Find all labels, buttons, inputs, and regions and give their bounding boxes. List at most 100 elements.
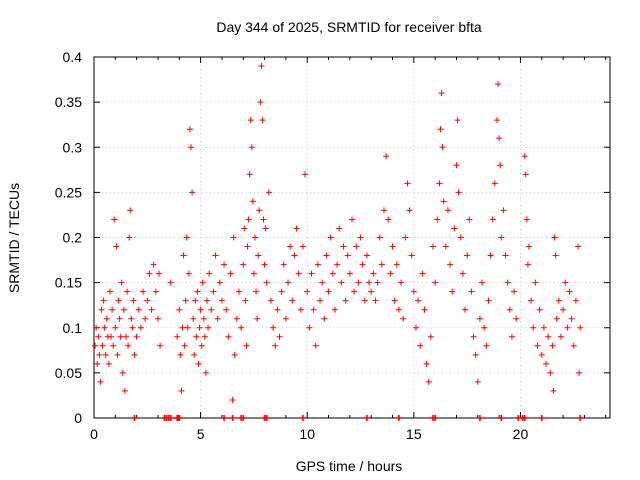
data-point [359,261,366,268]
data-point [317,297,324,304]
data-point [115,297,122,304]
data-point [357,234,364,241]
data-point [130,297,137,304]
data-point [197,306,204,313]
data-point [321,315,328,322]
data-point [272,342,279,349]
data-point [214,315,221,322]
data-point [474,378,481,385]
data-point [241,225,248,232]
data-point [566,288,573,295]
data-point [308,270,315,277]
data-point [129,324,136,331]
data-point [95,333,102,340]
data-point [528,297,535,304]
data-point [398,279,405,286]
data-point [202,369,209,376]
data-points [92,63,584,403]
data-point [323,252,330,259]
data-point [121,387,128,394]
data-point [530,324,537,331]
data-point [425,378,432,385]
y-tick-label: 0.1 [63,320,83,336]
data-point [174,333,181,340]
data-point [148,306,155,313]
data-point [142,315,149,322]
data-point [555,297,562,304]
data-point [319,279,326,286]
data-point [137,324,144,331]
data-point [167,279,174,286]
data-point [193,333,200,340]
data-point [189,189,196,196]
data-point [304,288,311,295]
data-point [502,252,509,259]
data-point [549,342,556,349]
data-point [498,234,505,241]
data-point [196,324,203,331]
data-point [487,252,494,259]
data-point [545,333,552,340]
data-point [447,261,454,268]
data-point [102,351,109,358]
data-point [368,288,375,295]
data-point [182,297,189,304]
data-point [485,297,492,304]
data-point [493,117,500,124]
data-point [133,333,140,340]
data-point [470,333,477,340]
data-point [476,315,483,322]
data-point [125,342,132,349]
data-point [246,171,253,178]
x-axis-label: GPS time / hours [296,458,403,474]
data-point [120,306,127,313]
data-point [415,297,422,304]
data-point [260,216,267,223]
data-point [472,351,479,358]
baseline-markers [131,415,584,421]
grid-lines [94,57,610,418]
data-point [511,288,518,295]
plot-frame [93,56,611,419]
data-point [251,234,258,241]
data-point [491,180,498,187]
data-point [383,153,390,160]
data-point [245,216,252,223]
data-point [466,216,473,223]
data-point [540,324,547,331]
data-point [299,243,306,250]
x-tick-label: 5 [197,426,205,442]
data-point [481,324,488,331]
data-point [522,171,529,178]
baseline-marker [131,415,138,421]
baseline-marker [263,415,270,421]
data-point [205,324,212,331]
data-point [287,243,294,250]
data-point [547,369,554,376]
data-point [190,315,197,322]
data-point [389,243,396,250]
data-point [244,243,251,250]
data-point [238,324,245,331]
data-point [387,270,394,277]
data-point [334,261,341,268]
data-point [454,117,461,124]
data-point [417,342,424,349]
data-point [327,234,334,241]
data-point [444,207,451,214]
data-point [263,279,270,286]
data-point [194,288,201,295]
data-point [577,324,584,331]
data-point [538,351,545,358]
data-point [342,297,349,304]
data-point [97,378,104,385]
data-point [391,297,398,304]
data-point [282,315,289,322]
data-point [127,207,134,214]
x-tick-label: 10 [299,426,315,442]
data-point [310,306,317,313]
data-point [227,270,234,277]
data-point [295,270,302,277]
data-point [508,333,515,340]
